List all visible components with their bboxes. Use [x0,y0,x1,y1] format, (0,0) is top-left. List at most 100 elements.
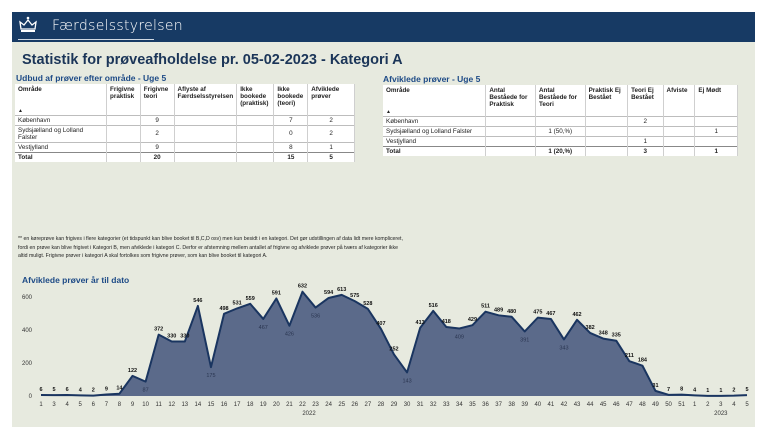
table-row: Vestjylland 1 [383,135,738,146]
data-label: 489 [494,307,503,313]
data-label: 335 [612,333,621,339]
data-label: 5 [745,387,748,393]
x-tick-label: 36 [482,402,489,408]
data-label: 391 [520,337,529,343]
x-tick-label: 5 [745,402,749,408]
table-cell: Vestjylland [15,141,108,152]
app-header: Færdselsstyrelsen [12,12,755,42]
x-tick-label: 3 [719,402,723,408]
data-label: 418 [442,319,451,325]
data-label: 559 [246,296,255,302]
table-cell [236,141,275,152]
table-cell [663,115,696,126]
data-label: 252 [389,346,398,352]
offer-table: Område ▲ Frigivne praktisk Frigivne teori Af… [15,84,355,162]
year-label: 2022 [302,411,316,417]
x-tick-label: 3 [52,402,56,408]
total-cell: Total [15,151,108,162]
x-tick-label: 26 [351,402,358,408]
data-label: 480 [507,309,516,315]
main-content: Statistik for prøveafholdelse pr. 05-02-… [12,42,755,427]
x-tick-label: 10 [142,402,149,408]
column-header: Afviste [663,85,696,116]
x-tick-label: 37 [495,402,502,408]
table-cell [485,115,536,126]
header-row: Område ▲ Frigivne praktisk Frigivne teori Af… [15,84,355,115]
sort-ascending-icon[interactable]: ▲ [386,108,391,115]
x-tick-label: 14 [195,402,202,408]
x-tick-label: 43 [574,402,581,408]
x-tick-label: 34 [456,402,463,408]
data-label: 632 [298,284,307,290]
sort-ascending-icon[interactable]: ▲ [18,107,23,114]
column-header: Afviklede prøver [307,84,355,115]
data-label: 575 [350,293,359,299]
data-label: 613 [337,287,346,293]
total-row: Total 20 15 5 [15,151,355,162]
chart-title: Afviklede prøver år til dato [22,275,130,285]
table-cell [535,135,586,146]
x-tick-label: 11 [156,402,163,408]
x-tick-label: 16 [221,402,228,408]
x-tick-label: 4 [65,402,69,408]
data-label: 6 [39,387,42,393]
x-tick-label: 51 [678,402,685,408]
table-cell [585,125,629,136]
column-header: Antal Beståede for Praktisk [485,85,536,116]
data-label: 407 [376,321,385,327]
offer-table-title: Udbud af prøver efter område - Uge 5 [16,73,167,83]
x-tick-label: 47 [626,402,633,408]
data-label: 591 [272,290,281,296]
data-label: 4 [693,387,697,393]
data-label: 1 [706,388,709,394]
data-label: 184 [638,358,648,364]
total-cell [236,151,275,162]
data-label: 2 [92,388,95,394]
table-cell: 2 [140,124,175,142]
y-tick-label: 400 [22,328,33,334]
y-tick-label: 200 [22,361,33,367]
data-label: 546 [193,298,202,304]
data-label: 7 [667,387,670,393]
data-label: 594 [324,290,334,296]
total-cell: 20 [140,151,175,162]
data-label: 122 [128,368,137,374]
table-cell [663,135,696,146]
data-label: 2 [732,388,735,394]
data-label: 409 [455,335,464,341]
column-header[interactable]: Område ▲ [383,85,487,116]
data-label: 528 [363,301,372,307]
completed-table-title: Afviklede prøver - Uge 5 [383,74,481,84]
y-tick-label: 600 [22,295,33,301]
area-fill [41,291,747,396]
x-tick-label: 19 [260,402,267,408]
column-header: Ikke bookede (teori) [273,84,309,115]
table-cell [174,114,238,125]
table-cell [174,141,238,152]
x-tick-label: 4 [732,402,736,408]
total-cell: 15 [273,151,309,162]
data-label: 4 [79,387,83,393]
x-tick-label: 8 [118,402,122,408]
table-cell [535,115,586,126]
column-header[interactable]: Område ▲ [15,84,108,115]
table-cell [585,135,629,146]
x-tick-label: 46 [613,402,620,408]
table-row: Sydsjælland og Lolland Falster 1 (50,%) 1 [383,125,738,136]
x-tick-label: 23 [312,402,319,408]
x-tick-label: 42 [561,402,568,408]
table-cell [627,125,664,136]
data-label: 9 [105,387,108,393]
table-row: Sydsjælland og Lolland Falster 2 0 2 [15,124,355,142]
column-header: Praktisk Ej Bestået [585,85,629,116]
table-cell [663,125,696,136]
x-tick-label: 32 [430,402,437,408]
table-cell [485,125,536,136]
year-label: 2023 [714,411,728,417]
footnote: ** en køreprøve kan frigives i flere kat… [18,236,403,260]
total-cell [174,151,238,162]
table-cell: København [383,115,487,126]
table-cell: 2 [307,124,355,142]
table-cell: 7 [273,114,309,125]
